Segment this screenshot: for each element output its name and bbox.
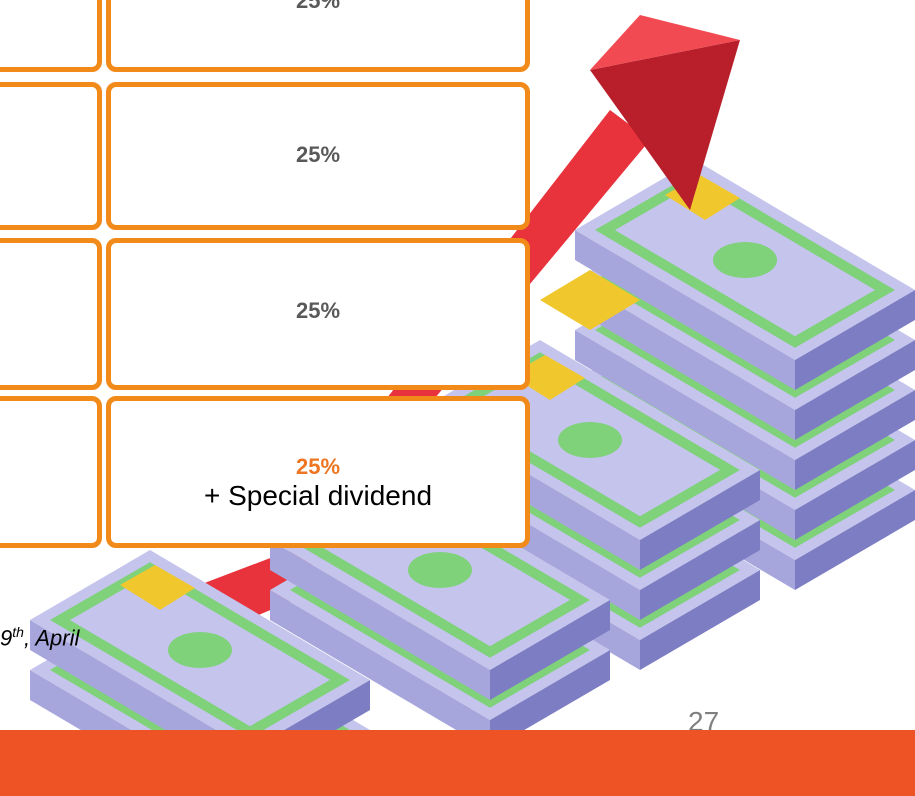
label-cell: [0, 396, 102, 548]
value: 25%: [295, 0, 341, 13]
value-cell: [106, 238, 530, 390]
footnote-suffix: th: [12, 624, 24, 640]
value-cell: [106, 0, 530, 72]
value: 25%: [295, 298, 341, 323]
value-cell: [106, 396, 530, 548]
footnote: 9th, April: [0, 624, 79, 651]
value-cell: [106, 82, 530, 230]
footnote-text: , April: [23, 625, 80, 651]
value: 25%: [295, 454, 341, 479]
footer-bar: [0, 730, 915, 796]
value: 25%: [295, 142, 341, 167]
footnote-day: 9: [0, 625, 13, 651]
note: + Special dividend: [203, 480, 433, 511]
label-cell: [0, 238, 102, 390]
label-cell: [0, 82, 102, 230]
label-cell: [0, 0, 102, 72]
